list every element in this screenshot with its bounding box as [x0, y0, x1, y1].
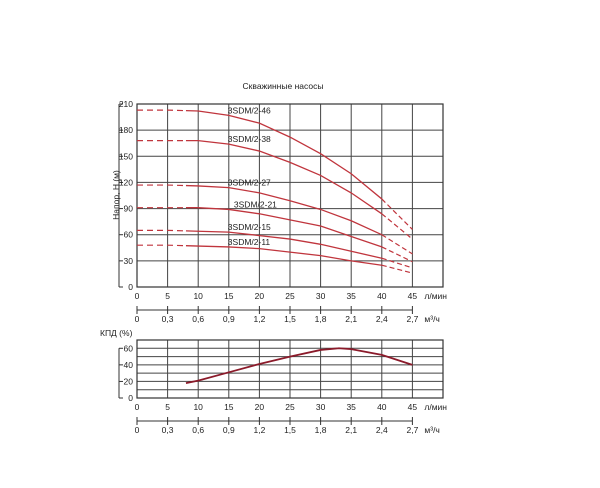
x2-tick-label: 2,4 — [376, 425, 388, 435]
x-tick-label: 35 — [346, 291, 356, 301]
chart-title: Скважинные насосы — [243, 81, 324, 91]
x2-tick-label: 1,2 — [253, 425, 265, 435]
series-label: 3SDM/2-27 — [228, 178, 271, 188]
series-line — [185, 109, 383, 200]
series-line-dashed-end — [381, 257, 413, 269]
y-tick-label: 150 — [119, 151, 133, 161]
x-tick-label: 40 — [377, 402, 387, 412]
x2-tick-label: 1,2 — [253, 314, 265, 324]
y-tick-label: 40 — [124, 360, 134, 370]
series-line-dashed-end — [381, 234, 413, 255]
x-tick-label: 35 — [346, 402, 356, 412]
x-axis-label: л/мин — [424, 291, 447, 301]
x2-tick-label: 2,7 — [406, 314, 418, 324]
series-line — [185, 139, 383, 215]
x2-tick-label: 1,8 — [315, 425, 327, 435]
y-tick-label: 0 — [128, 282, 133, 292]
y-tick-label: 20 — [124, 376, 134, 386]
series-line-dashed-start — [137, 109, 186, 112]
x-tick-label: 10 — [193, 291, 203, 301]
series-label: 3SDM/2-11 — [228, 237, 271, 247]
series-label: 3SDM/2-46 — [228, 105, 271, 115]
x-tick-label: 5 — [165, 291, 170, 301]
x-tick-label: 40 — [377, 291, 387, 301]
series-line-dashed-start — [137, 244, 186, 247]
x-tick-label: 45 — [408, 291, 418, 301]
series-line — [185, 230, 382, 259]
series-line-dashed-start — [137, 184, 186, 187]
series-line — [185, 184, 383, 236]
x-tick-label: 45 — [408, 402, 418, 412]
x-tick-label: 15 — [224, 402, 234, 412]
series-label: 3SDM/2-21 — [234, 199, 277, 209]
x2-tick-label: 2,1 — [345, 314, 357, 324]
series-line-dashed-end — [381, 213, 413, 240]
x-tick-label: 25 — [285, 402, 295, 412]
y-axis-label: Напор, H (м) — [111, 170, 121, 220]
x-axis-label: л/мин — [424, 402, 447, 412]
x-tick-label: 15 — [224, 291, 234, 301]
efficiency-line — [185, 347, 413, 384]
x2-tick-label: 1,5 — [284, 314, 296, 324]
plot-frame — [136, 103, 444, 288]
x2-tick-label: 0,3 — [162, 314, 174, 324]
x2-tick-label: 1,5 — [284, 425, 296, 435]
x2-axis-label: м³/ч — [424, 425, 439, 435]
y-tick-label: 210 — [119, 99, 133, 109]
x2-tick-label: 2,4 — [376, 314, 388, 324]
x2-tick-label: 0 — [135, 314, 140, 324]
x-tick-label: 20 — [255, 291, 265, 301]
x-tick-label: 30 — [316, 402, 326, 412]
x2-tick-label: 0,3 — [162, 425, 174, 435]
series-label: 3SDM/2-15 — [228, 222, 271, 232]
series-label: 3SDM/2-38 — [228, 134, 271, 144]
x2-tick-label: 1,8 — [315, 314, 327, 324]
x-tick-label: 5 — [165, 402, 170, 412]
x2-tick-label: 0,9 — [223, 314, 235, 324]
y-tick-label: 90 — [124, 204, 134, 214]
x-tick-label: 20 — [255, 402, 265, 412]
x-tick-label: 25 — [285, 291, 295, 301]
x-tick-label: 0 — [135, 291, 140, 301]
y-tick-label: 180 — [119, 125, 133, 135]
series-line-dashed-end — [381, 198, 413, 230]
series-line-dashed-start — [137, 229, 186, 232]
y-tick-label: 120 — [119, 177, 133, 187]
y-tick-label: 0 — [128, 393, 133, 403]
series-line-dashed-end — [381, 264, 413, 274]
x2-tick-label: 2,7 — [406, 425, 418, 435]
x2-tick-label: 0,6 — [192, 425, 204, 435]
x2-tick-label: 0,6 — [192, 314, 204, 324]
series-line — [185, 245, 382, 266]
plot-frame — [136, 339, 444, 399]
x-tick-label: 30 — [316, 291, 326, 301]
series-line-dashed-end — [381, 246, 413, 263]
y-tick-label: 60 — [124, 230, 134, 240]
y-tick-label: 30 — [124, 256, 134, 266]
y-tick-label: 60 — [124, 343, 134, 353]
x2-tick-label: 0,9 — [223, 425, 235, 435]
x2-tick-label: 0 — [135, 425, 140, 435]
x2-axis-label: м³/ч — [424, 314, 439, 324]
x-tick-label: 10 — [193, 402, 203, 412]
series-line — [185, 207, 383, 248]
y-axis-label: КПД (%) — [100, 328, 133, 338]
x2-tick-label: 2,1 — [345, 425, 357, 435]
x-tick-label: 0 — [135, 402, 140, 412]
